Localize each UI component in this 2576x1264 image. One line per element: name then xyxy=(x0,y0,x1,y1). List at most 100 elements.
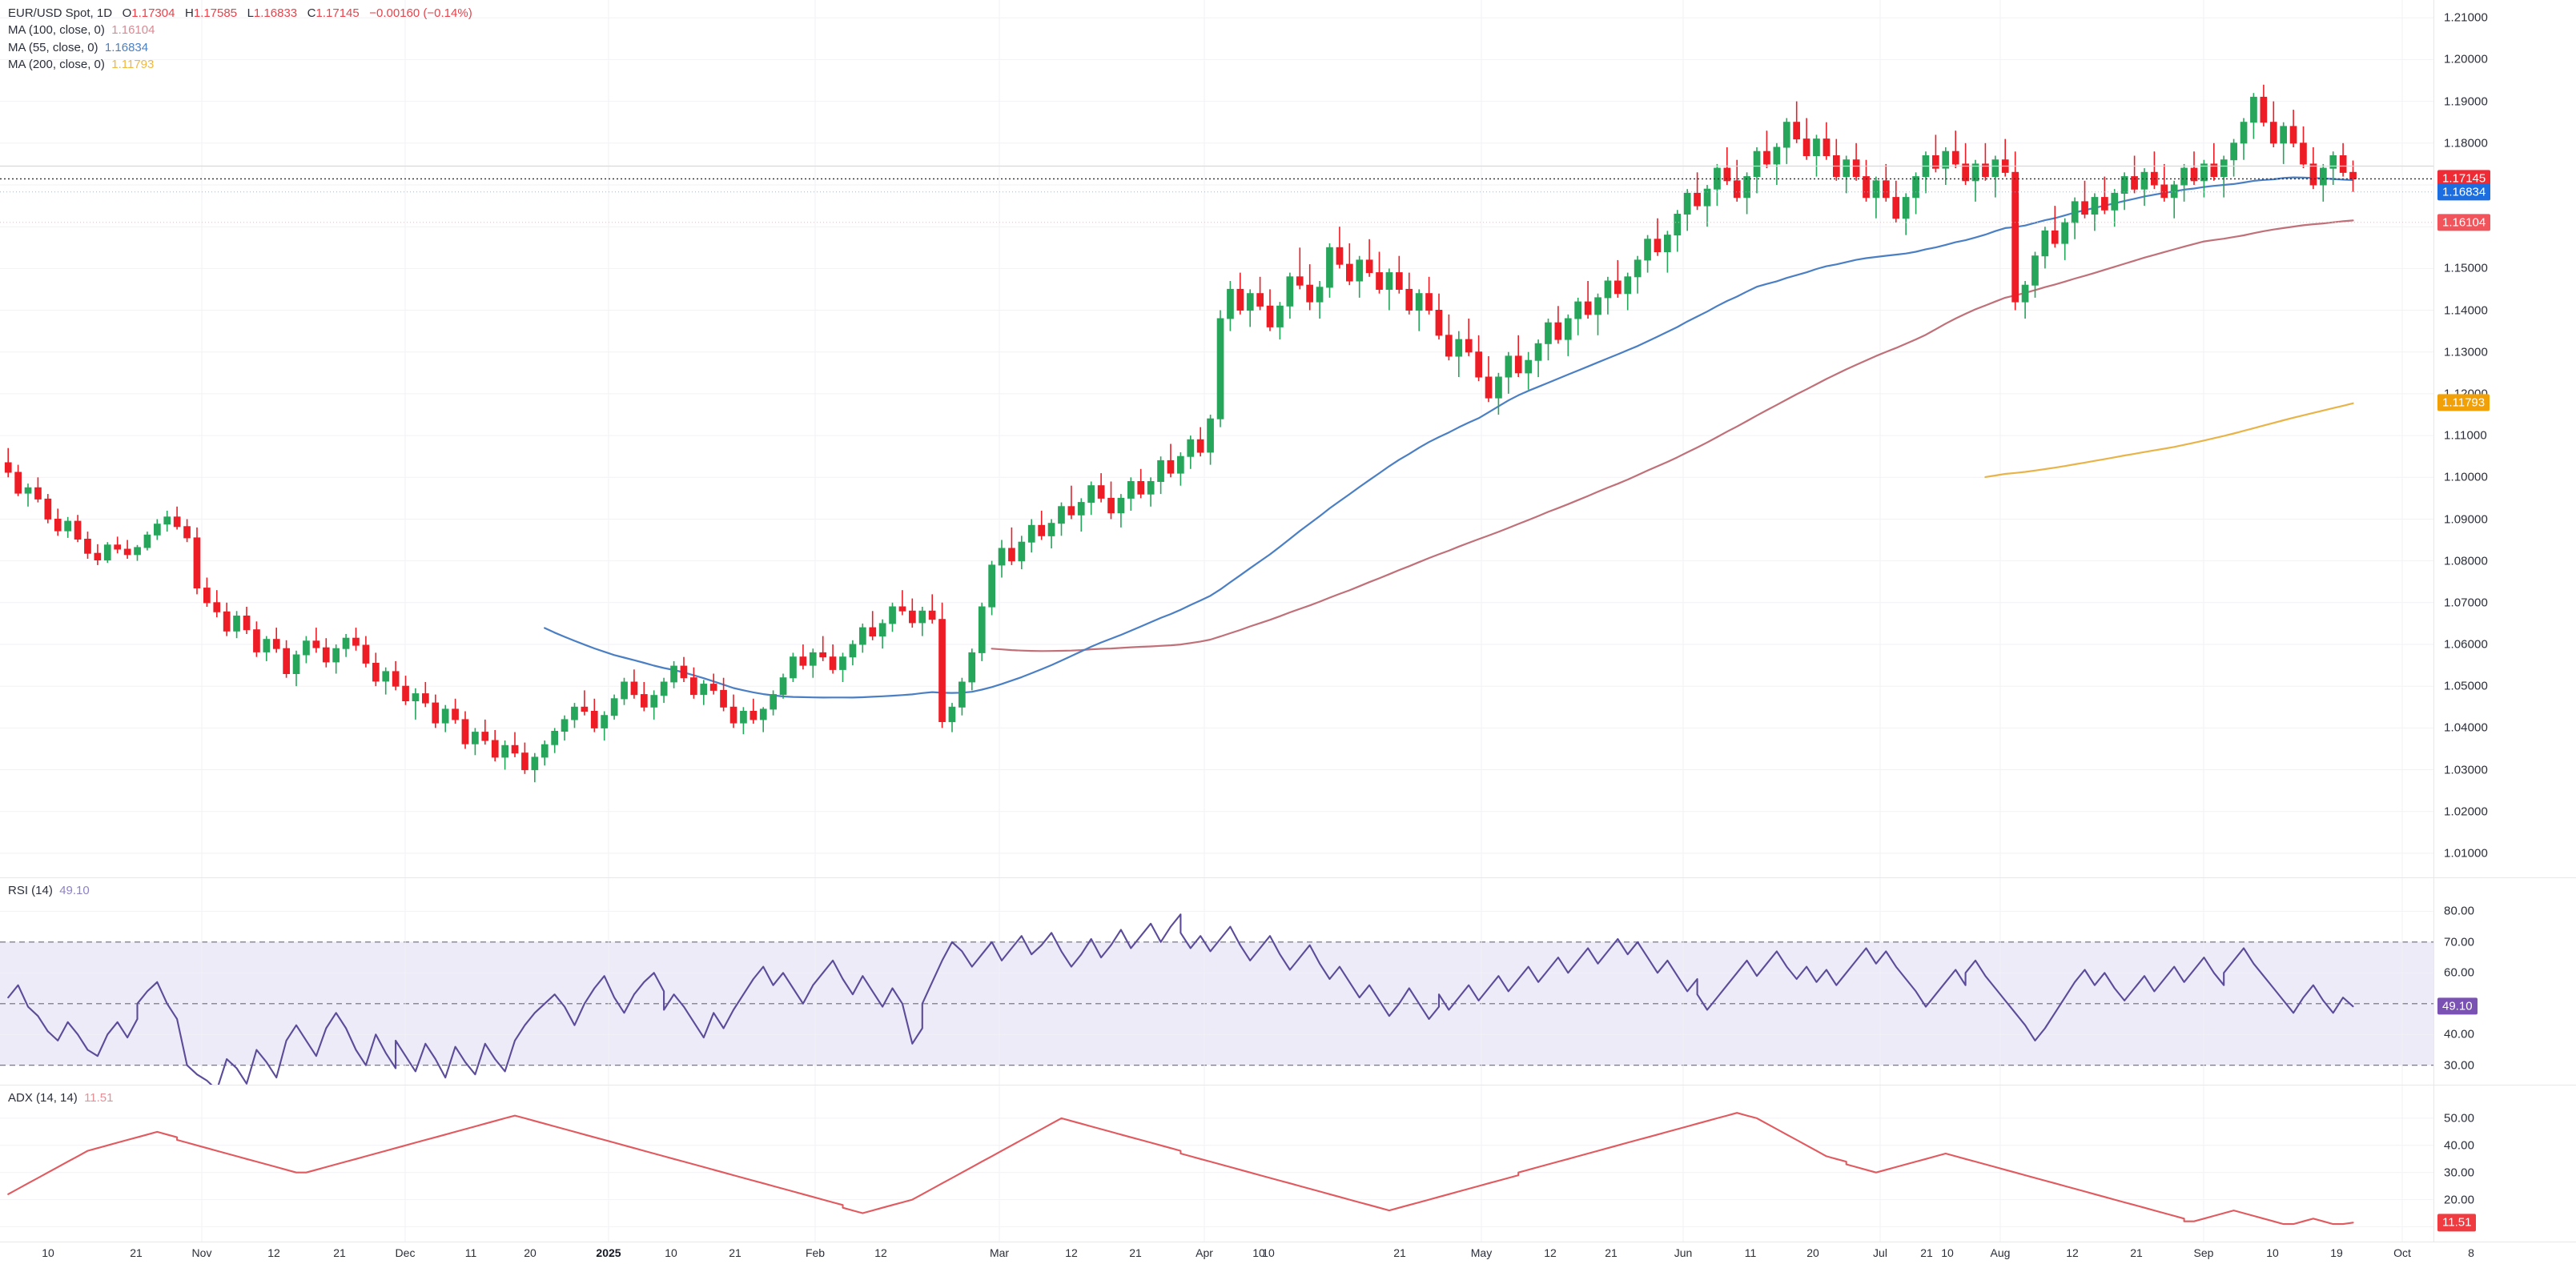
chart-legend: EUR/USD Spot, 1D O1.17304 H1.17585 L1.16… xyxy=(8,5,472,73)
time-tick: 2025 xyxy=(596,1246,621,1259)
ma100-line xyxy=(991,219,2354,652)
price-tick: 1.13000 xyxy=(2444,345,2488,359)
time-tick: 21 xyxy=(1393,1246,1406,1259)
ma100-value: 1.16104 xyxy=(111,23,155,38)
rsi-tick: 30.00 xyxy=(2444,1058,2475,1073)
price-tick: 1.07000 xyxy=(2444,596,2488,610)
price-tick: 1.21000 xyxy=(2444,10,2488,25)
adx-panel: 50.00 40.00 30.00 20.00 11.51 ADX (14, 14) 1… xyxy=(0,1085,2576,1242)
price-plot-area[interactable] xyxy=(0,0,2434,877)
rsi-label: RSI (14) xyxy=(8,884,53,897)
price-tick: 1.01000 xyxy=(2444,846,2488,861)
time-tick: Aug xyxy=(1990,1246,2011,1259)
price-tick: 1.20000 xyxy=(2444,52,2488,66)
time-tick: May xyxy=(1470,1246,1493,1259)
time-tick: 21 xyxy=(1129,1246,1142,1259)
adx-tick: 20.00 xyxy=(2444,1193,2475,1207)
time-tick: 12 xyxy=(874,1246,887,1259)
price-tick: 1.04000 xyxy=(2444,720,2488,735)
adx-value: 11.51 xyxy=(84,1091,114,1105)
time-tick: 21 xyxy=(130,1246,143,1259)
rsi-tick: 80.00 xyxy=(2444,904,2475,918)
ma200-line xyxy=(1984,402,2354,478)
rsi-plot-area[interactable] xyxy=(0,878,2434,1085)
ohlc-open: O1.17304 xyxy=(122,6,175,20)
rsi-value: 49.10 xyxy=(59,884,90,897)
legend-ma55-row[interactable]: MA (55, close, 0) 1.16834 xyxy=(8,39,472,56)
price-tick: 1.06000 xyxy=(2444,637,2488,652)
price-tick: 1.03000 xyxy=(2444,763,2488,776)
symbol-label: EUR/USD Spot, 1D xyxy=(8,6,113,20)
adx-tick: 30.00 xyxy=(2444,1166,2475,1180)
time-tick: 21 xyxy=(2130,1246,2143,1259)
price-tick: 1.18000 xyxy=(2444,136,2488,150)
time-tick: 10 xyxy=(2266,1246,2279,1259)
price-badge[interactable]: 1.11793 xyxy=(2437,394,2490,411)
time-tick: 20 xyxy=(1806,1246,1819,1259)
price-badge[interactable]: 1.16834 xyxy=(2437,183,2491,201)
adx-tick: 50.00 xyxy=(2444,1111,2475,1126)
adx-axis[interactable]: 50.00 40.00 30.00 20.00 11.51 xyxy=(2433,1085,2576,1242)
time-tick: 12 xyxy=(1544,1246,1557,1259)
adx-legend[interactable]: ADX (14, 14) 11.51 xyxy=(8,1091,114,1105)
time-tick: Sep xyxy=(2193,1246,2214,1259)
ohlc-close: C1.17145 xyxy=(307,6,360,20)
rsi-line xyxy=(7,913,2354,1085)
price-panel: 1.21000 1.20000 1.19000 1.18000 1.15000 1.140… xyxy=(0,0,2576,877)
time-tick: 19 xyxy=(2330,1246,2343,1259)
price-tick: 1.14000 xyxy=(2444,303,2488,317)
price-badge[interactable]: 1.17145 xyxy=(2437,170,2491,188)
ma55-label: MA (55, close, 0) xyxy=(8,40,98,54)
rsi-legend[interactable]: RSI (14) 49.10 xyxy=(8,884,90,897)
time-tick: Feb xyxy=(805,1246,826,1259)
time-tick: Oct xyxy=(2393,1246,2411,1259)
legend-ma100-row[interactable]: MA (100, close, 0) 1.16104 xyxy=(8,22,472,38)
time-tick: 11 xyxy=(1744,1246,1757,1259)
time-tick: 11 xyxy=(464,1246,477,1259)
time-axis[interactable]: 10 21 Nov 12 21 Dec 11 20 2025 10 21 Feb 12 Mar 12 21 Ap… xyxy=(0,1242,2576,1264)
ma200-label: MA (200, close, 0) xyxy=(8,57,105,71)
time-tick: Nov xyxy=(191,1246,212,1259)
price-tick: 1.19000 xyxy=(2444,94,2488,109)
rsi-tick: 40.00 xyxy=(2444,1027,2475,1041)
candle-series xyxy=(4,84,2357,783)
adx-badge[interactable]: 11.51 xyxy=(2437,1214,2477,1231)
time-tick: 8 xyxy=(2468,1246,2474,1259)
rsi-panel: 80.00 70.00 60.00 40.00 30.00 49.10 RSI (14) … xyxy=(0,877,2576,1085)
rsi-badge[interactable]: 49.10 xyxy=(2437,997,2478,1015)
time-tick: 10 xyxy=(1252,1246,1265,1259)
time-tick: 10 xyxy=(1262,1246,1275,1259)
ma200-value: 1.11793 xyxy=(111,57,155,71)
price-tick: 1.09000 xyxy=(2444,512,2488,526)
time-tick: Dec xyxy=(395,1246,416,1259)
rsi-axis[interactable]: 80.00 70.00 60.00 40.00 30.00 49.10 xyxy=(2433,878,2576,1085)
price-tick: 1.15000 xyxy=(2444,261,2488,275)
change-value: −0.00160 (−0.14%) xyxy=(369,6,472,20)
price-tick: 1.08000 xyxy=(2444,554,2488,568)
time-tick: Apr xyxy=(1196,1246,1213,1259)
price-tick: 1.05000 xyxy=(2444,679,2488,693)
price-badge[interactable]: 1.16104 xyxy=(2437,214,2491,231)
ma55-line xyxy=(544,176,2354,699)
time-tick: 10 xyxy=(665,1246,677,1259)
ma100-label: MA (100, close, 0) xyxy=(8,23,105,38)
time-tick: 10 xyxy=(1941,1246,1954,1259)
price-axis[interactable]: 1.21000 1.20000 1.19000 1.18000 1.15000 1.140… xyxy=(2433,0,2576,877)
time-tick: 20 xyxy=(524,1246,536,1259)
rsi-tick: 70.00 xyxy=(2444,935,2475,949)
time-tick: 10 xyxy=(42,1246,54,1259)
adx-plot-area[interactable] xyxy=(0,1085,2434,1242)
time-tick: 12 xyxy=(2066,1246,2079,1259)
time-tick: 12 xyxy=(1065,1246,1078,1259)
time-tick: Mar xyxy=(989,1246,1010,1259)
price-tick: 1.02000 xyxy=(2444,805,2488,819)
time-tick: 21 xyxy=(1605,1246,1618,1259)
legend-ohlc-row: EUR/USD Spot, 1D O1.17304 H1.17585 L1.16… xyxy=(8,5,472,22)
adx-line xyxy=(7,1112,2354,1226)
time-tick: 21 xyxy=(333,1246,346,1259)
price-tick: 1.11000 xyxy=(2444,428,2487,443)
time-tick: 21 xyxy=(729,1246,741,1259)
legend-ma200-row[interactable]: MA (200, close, 0) 1.11793 xyxy=(8,56,472,73)
time-tick: Jul xyxy=(1873,1246,1887,1259)
